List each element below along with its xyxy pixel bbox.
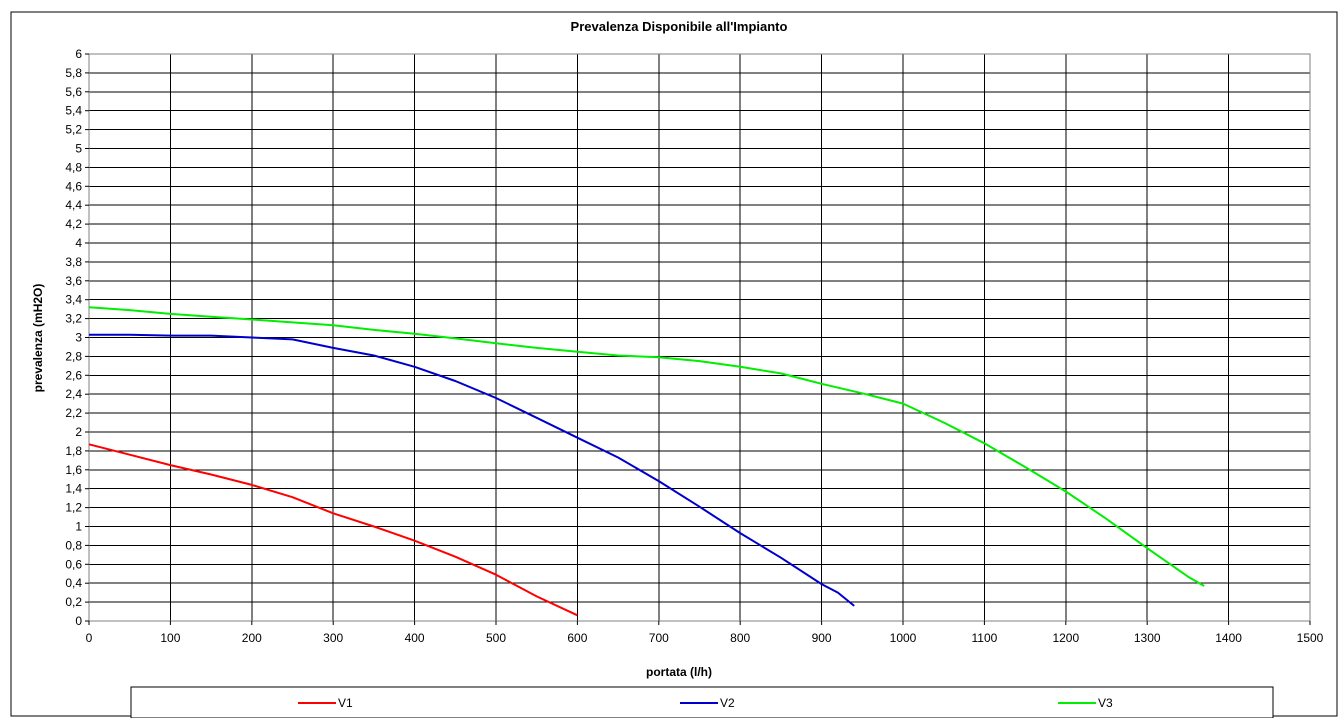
x-tick-label: 500 bbox=[486, 631, 506, 645]
y-tick-label: 5 bbox=[75, 142, 82, 156]
y-tick-label: 6 bbox=[75, 47, 82, 61]
legend-entries: V1 V2 V3 bbox=[298, 696, 1113, 710]
x-tick-label: 800 bbox=[730, 631, 750, 645]
y-tick-label: 1,6 bbox=[65, 463, 82, 477]
y-tick-label: 3,6 bbox=[65, 274, 82, 288]
y-tick-label: 0,2 bbox=[65, 595, 82, 609]
y-tick-label: 4,6 bbox=[65, 179, 82, 193]
y-tick-label: 5,6 bbox=[65, 85, 82, 99]
y-tick-label: 1,4 bbox=[65, 482, 82, 496]
y-tick-label: 1,2 bbox=[65, 501, 82, 515]
y-axis-ticks: 0 0,2 0,4 0,6 0,8 1 1,2 1,4 1,6 1,8 2 2,2 2,4 2,6 2,8 3… bbox=[65, 47, 89, 628]
y-tick-label: 0 bbox=[75, 614, 82, 628]
chart-title: Prevalenza Disponibile all'Impianto bbox=[571, 19, 788, 34]
x-tick-label: 0 bbox=[86, 631, 93, 645]
y-tick-label: 5,2 bbox=[65, 123, 82, 137]
x-tick-label: 1400 bbox=[1215, 631, 1242, 645]
x-axis-label: portata (l/h) bbox=[646, 665, 712, 679]
x-tick-label: 600 bbox=[567, 631, 587, 645]
series-line-v3 bbox=[88, 306, 1205, 587]
y-tick-label: 5,8 bbox=[65, 66, 82, 80]
chart-frame bbox=[10, 11, 1338, 717]
x-axis-ticks: 0 100 200 300 400 500 600 700 800 900 1000 1100 1200… bbox=[86, 621, 1324, 645]
y-tick-label: 0,4 bbox=[65, 576, 82, 590]
y-tick-label: 2,8 bbox=[65, 349, 82, 363]
y-tick-label: 4,2 bbox=[65, 217, 82, 231]
y-tick-label: 2,4 bbox=[65, 387, 82, 401]
series-line-v1 bbox=[88, 443, 578, 617]
x-tick-label: 200 bbox=[242, 631, 262, 645]
legend-label-v2: V2 bbox=[720, 696, 735, 710]
legend-label-v1: V1 bbox=[338, 696, 353, 710]
x-tick-label: 1500 bbox=[1297, 631, 1324, 645]
y-tick-label: 2,2 bbox=[65, 406, 82, 420]
series-lines bbox=[88, 306, 1205, 617]
x-tick-label: 700 bbox=[649, 631, 669, 645]
y-tick-label: 0,8 bbox=[65, 538, 82, 552]
x-tick-label: 100 bbox=[160, 631, 180, 645]
y-tick-label: 4,8 bbox=[65, 160, 82, 174]
x-tick-label: 300 bbox=[323, 631, 343, 645]
y-tick-label: 5,4 bbox=[65, 104, 82, 118]
y-tick-label: 3,8 bbox=[65, 255, 82, 269]
y-tick-label: 3 bbox=[75, 331, 82, 345]
grid bbox=[88, 53, 1311, 622]
y-tick-label: 2,6 bbox=[65, 368, 82, 382]
x-tick-label: 1200 bbox=[1052, 631, 1079, 645]
series-line-v2 bbox=[89, 333, 855, 607]
legend-label-v3: V3 bbox=[1098, 696, 1113, 710]
y-tick-label: 4 bbox=[75, 236, 82, 250]
y-tick-label: 4,4 bbox=[65, 198, 82, 212]
x-tick-label: 1000 bbox=[890, 631, 917, 645]
y-tick-label: 1 bbox=[75, 520, 82, 534]
x-tick-label: 1300 bbox=[1134, 631, 1161, 645]
x-tick-label: 1100 bbox=[971, 631, 997, 645]
x-tick-label: 900 bbox=[812, 631, 832, 645]
y-tick-label: 3,4 bbox=[65, 293, 82, 307]
y-tick-label: 3,2 bbox=[65, 312, 82, 326]
x-tick-label: 400 bbox=[405, 631, 425, 645]
y-tick-label: 0,6 bbox=[65, 557, 82, 571]
y-tick-label: 2 bbox=[75, 425, 82, 439]
y-axis-label: prevalenza (mH2O) bbox=[31, 284, 45, 393]
y-tick-label: 1,8 bbox=[65, 444, 82, 458]
